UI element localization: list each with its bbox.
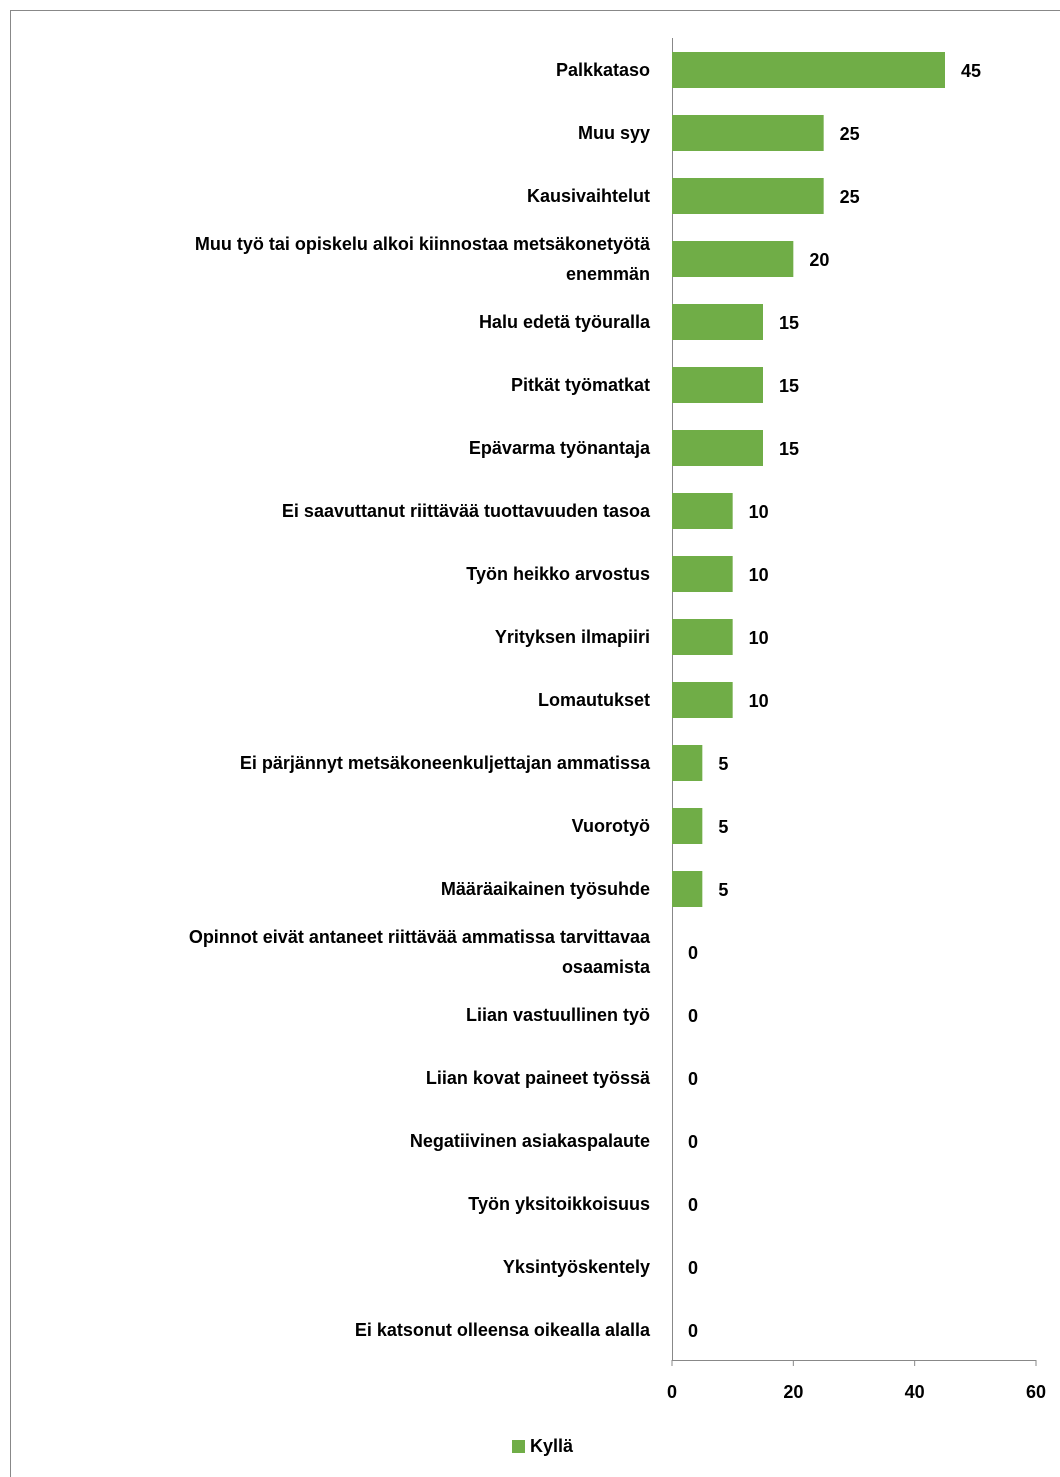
bar [672,682,733,718]
bar [672,745,703,781]
category-label: Muu syy [577,123,650,143]
category-label: Ei katsonut olleensa oikealla alalla [354,1320,650,1340]
bar [672,493,733,529]
category-label: Ei pärjännyt metsäkoneenkuljettajan amma… [239,753,650,773]
value-label: 0 [688,1132,698,1152]
category-label: Määräaikainen työsuhde [440,879,650,899]
value-label: 20 [809,250,829,270]
category-label: Palkkataso [555,60,650,80]
bar [672,304,763,340]
category-label: Liian kovat paineet työssä [425,1068,650,1088]
category-label: Opinnot eivät antaneet riittävää ammatis… [188,927,650,977]
legend-swatch [512,1440,525,1453]
bar [672,178,824,214]
value-label: 25 [840,124,860,144]
category-label: Muu työ tai opiskelu alkoi kiinnostaa me… [194,234,650,284]
bar [672,115,824,151]
value-label: 25 [840,187,860,207]
category-label: Liian vastuullinen työ [465,1005,650,1025]
category-label: Yrityksen ilmapiiri [494,627,650,647]
value-label: 5 [718,880,728,900]
category-label: Lomautukset [537,690,650,710]
category-label: Epävarma työnantaja [468,438,650,458]
value-label: 15 [779,313,799,333]
bar [672,52,945,88]
bar [672,808,703,844]
bar [672,367,763,403]
value-label: 5 [718,817,728,837]
bar [672,430,763,466]
value-label: 0 [688,1258,698,1278]
category-label: Negatiivinen asiakaspalaute [409,1131,650,1151]
x-tick-label: 0 [667,1382,677,1402]
bar [672,871,703,907]
legend-label: Kyllä [530,1436,574,1456]
value-label: 10 [749,691,769,711]
x-tick-label: 40 [905,1382,925,1402]
category-label: Halu edetä työuralla [478,312,650,332]
category-label: Työn heikko arvostus [466,564,650,584]
bar [672,619,733,655]
value-label: 10 [749,502,769,522]
x-tick-label: 20 [783,1382,803,1402]
value-label: 0 [688,943,698,963]
category-label: Vuorotyö [571,816,650,836]
value-label: 10 [749,565,769,585]
value-label: 45 [961,61,981,81]
value-label: 0 [688,1006,698,1026]
value-label: 0 [688,1321,698,1341]
bar [672,556,733,592]
value-label: 0 [688,1069,698,1089]
category-label: Kausivaihtelut [526,186,650,206]
chart-frame [10,10,1060,1477]
value-label: 5 [718,754,728,774]
category-label: Työn yksitoikkoisuus [468,1194,650,1214]
value-label: 15 [779,439,799,459]
category-label: Pitkät työmatkat [510,375,650,395]
bar [672,241,794,277]
value-label: 15 [779,376,799,396]
x-tick-label: 60 [1026,1382,1046,1402]
category-label: Yksintyöskentely [502,1257,650,1277]
value-label: 10 [749,628,769,648]
value-label: 0 [688,1195,698,1215]
category-label: Ei saavuttanut riittävää tuottavuuden ta… [281,501,650,521]
